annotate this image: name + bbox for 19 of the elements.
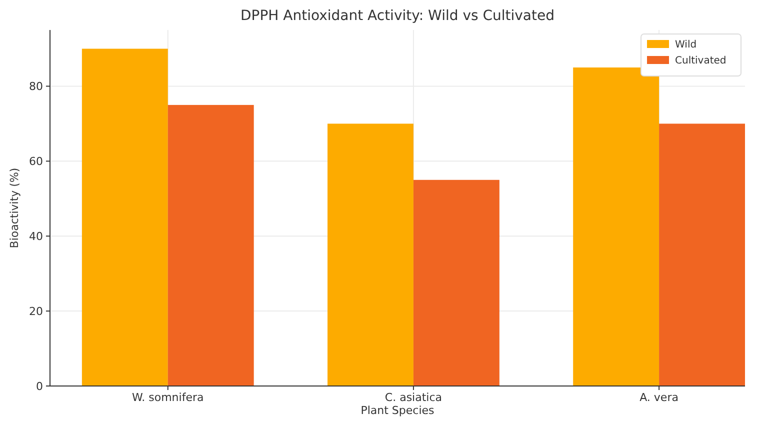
y-tick-label: 20 [29,304,43,318]
bar [413,180,500,386]
x-tick-label: A. vera [640,391,678,404]
bar [328,124,414,386]
y-tick-label: 80 [29,80,43,94]
y-tick-label: 60 [29,155,43,168]
bar [82,48,168,386]
legend-label: Wild [675,40,697,50]
y-tick-label: 0 [36,380,43,393]
bar [573,67,660,386]
chart-title: DPPH Antioxidant Activity: Wild vs Cultivated [240,8,555,24]
x-axis-title: Plant Species [360,404,435,417]
x-tick-label: W. somnifera [132,391,204,404]
bar [659,124,745,386]
y-axis-title: Bioactivity (%) [8,168,21,248]
legend-label: Cultivated [675,56,726,66]
y-tick-label: 40 [29,230,43,243]
bar [168,104,254,386]
x-tick-label: C. asiatica [384,391,442,404]
